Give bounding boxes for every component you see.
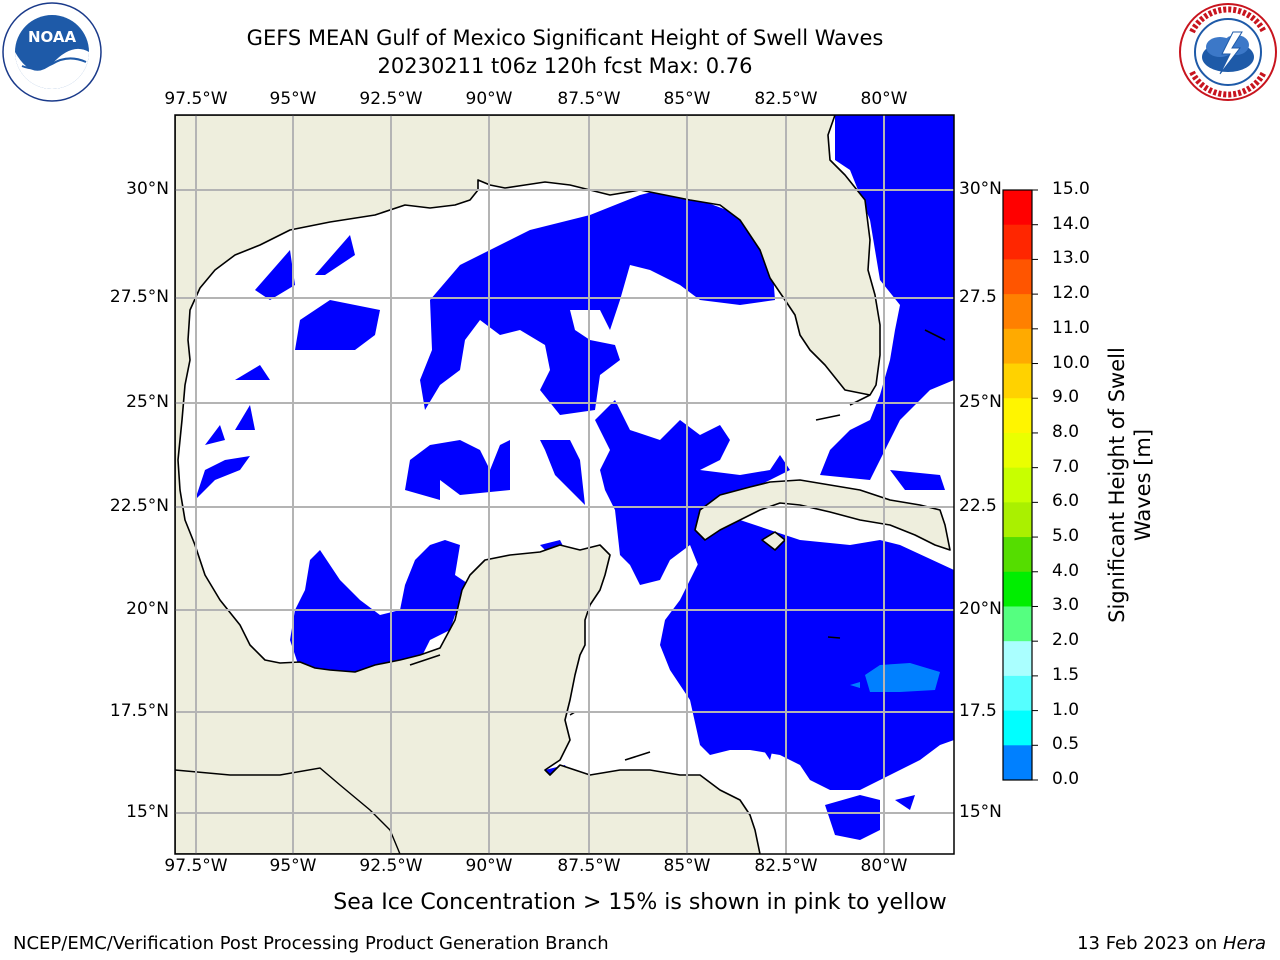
colorbar-tick-label: 10.0 [1052,352,1090,373]
colorbar-label: Significant Height of Swell Waves [m] [1105,347,1155,623]
colorbar-tick-label: 0.0 [1052,769,1080,789]
colorbar-tick-label: 12.0 [1052,283,1090,304]
map-gridlines [175,115,954,854]
coast-detail [409,329,946,761]
colorbar-tick-label: 11.0 [1052,317,1090,338]
colorbar-segment [1003,224,1032,260]
lon-label-bottom: 90°W [465,856,513,876]
lon-label-bottom: 80°W [860,856,908,876]
colorbar-segment [1003,398,1032,434]
noaa-logo-text: NOAA [28,28,77,46]
footer-date: 13 Feb 2023 on Hera [1077,933,1266,954]
lat-label-right: 25°N [959,392,1002,412]
colorbar-tick-label: 1.0 [1052,699,1080,720]
colorbar-frame [1002,189,1033,781]
lon-label-bottom: 82.5°W [754,856,818,876]
nws-logo [1178,2,1278,102]
land [175,115,951,854]
colorbar-tick-label: 0.5 [1052,734,1080,755]
lon-label-bottom: 97.5°W [164,856,228,876]
colorbar-tick-label: 14.0 [1052,213,1090,234]
colorbar-segment [1003,432,1032,469]
lat-label-left: 30°N [126,179,169,199]
colorbar [1002,189,1038,781]
lat-label-left: 25°N [126,392,169,412]
colorbar-segment [1003,710,1032,746]
lon-label-top: 90°W [465,89,513,109]
lat-label-right: 20°N [959,599,1002,619]
lon-label-top: 80°W [860,89,908,109]
lat-label-right: 27.5 [959,287,997,307]
chart-title: GEFS MEAN Gulf of Mexico Significant Hei… [246,26,884,50]
colorbar-tick-label: 1.5 [1052,664,1080,685]
colorbar-tick-label: 5.0 [1052,526,1080,547]
colorbar-segment [1003,502,1032,538]
colorbar-tick-label: 13.0 [1052,248,1090,269]
colorbar-tick-label: 4.0 [1052,560,1080,581]
lon-label-top: 82.5°W [754,89,818,109]
lon-label-bottom: 87.5°W [557,856,621,876]
lon-label-top: 95°W [269,89,317,109]
colorbar-segment [1003,259,1032,295]
colorbar-segment [1003,745,1032,781]
chart-subtitle: 20230211 t06z 120h fcst Max: 0.76 [377,54,753,78]
colorbar-segment [1003,675,1032,712]
lon-label-top: 97.5°W [164,89,228,109]
colorbar-segment [1003,571,1032,607]
lat-label-right: 30°N [959,179,1002,199]
colorbar-tick-label: 7.0 [1052,456,1080,477]
footer-machine: Hera [1222,933,1266,954]
colorbar-segment [1003,294,1032,330]
lat-label-left: 15°N [126,802,169,822]
lat-label-right: 22.5 [959,496,997,516]
lon-label-top: 92.5°W [359,89,423,109]
sea-ice-caption: Sea Ice Concentration > 15% is shown in … [333,890,947,915]
colorbar-tick-label: 8.0 [1052,421,1080,442]
lon-label-top: 87.5°W [557,89,621,109]
colorbar-tick-label: 2.0 [1052,630,1080,651]
lat-label-left: 27.5°N [109,287,169,307]
lat-label-left: 17.5°N [109,701,169,721]
colorbar-segment [1003,467,1032,503]
colorbar-tick-label: 3.0 [1052,595,1080,616]
colorbar-tick-label: 15.0 [1052,179,1090,199]
colorbar-segment [1003,606,1032,642]
lat-label-left: 22.5°N [109,496,169,516]
noaa-logo: NOAA [2,2,102,102]
footer-date-text: 13 Feb 2023 on [1077,933,1223,954]
colorbar-segment [1003,328,1032,365]
lon-label-bottom: 85°W [663,856,711,876]
colorbar-tick-label: 6.0 [1052,491,1080,512]
colorbar-segment [1003,641,1032,677]
map-area [175,115,954,854]
colorbar-segment [1003,537,1032,573]
lat-label-right: 17.5 [959,701,997,721]
map-frame [174,114,955,855]
colorbar-tick-label: 9.0 [1052,387,1080,408]
colorbar-segment [1003,190,1032,226]
lon-label-top: 85°W [663,89,711,109]
lon-label-bottom: 92.5°W [359,856,423,876]
lat-label-right: 15°N [959,802,1002,822]
lat-label-left: 20°N [126,599,169,619]
footer-producer: NCEP/EMC/Verification Post Processing Pr… [13,933,609,954]
lon-label-bottom: 95°W [269,856,317,876]
colorbar-segment [1003,363,1032,399]
